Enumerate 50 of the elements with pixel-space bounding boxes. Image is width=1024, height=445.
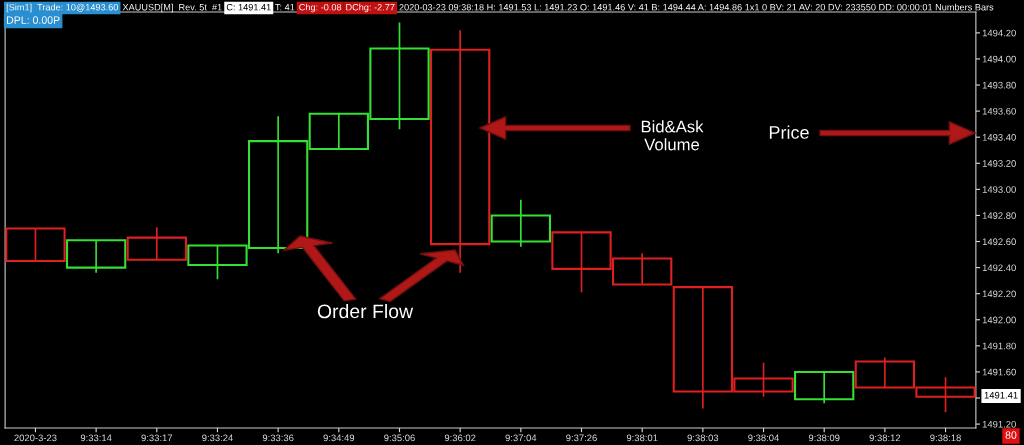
y-tick-label: 1494.00 [982, 55, 1016, 63]
y-tick-label: 1492.40 [982, 264, 1016, 272]
candlestick [5, 227, 66, 263]
y-tick-label: 1492.60 [982, 238, 1016, 246]
y-tick-label: 1493.40 [982, 134, 1016, 141]
x-tick-label: 9:38:09 [808, 434, 840, 442]
y-tick-label: 1492.00 [982, 316, 1016, 324]
x-tick-label: 9:35:06 [384, 434, 415, 442]
x-tick-label: 9:33:36 [262, 434, 294, 442]
candlestick [65, 239, 127, 274]
x-tick-label: 9:33:24 [202, 434, 233, 442]
candlestick [430, 29, 491, 274]
annotation: DPL: 0.00P [7, 16, 60, 24]
y-tick-label: 1492.20 [982, 290, 1016, 298]
y-tick-label: 1493.20 [982, 160, 1016, 167]
y-tick-label: 1493.80 [982, 81, 1016, 89]
annotation: Chg: -0.08 [299, 3, 342, 13]
text: 1491.41 [984, 391, 1018, 399]
x-tick-label: 9:33:14 [80, 434, 112, 442]
x-tick-label: 2020-3-23 [14, 434, 57, 442]
candlestick [126, 226, 187, 261]
x-tick-label: 9:34:49 [323, 434, 355, 442]
annotation: XAUUSD[M] Rev. 5t #1 [122, 3, 222, 13]
x-tick-label: 9:38:18 [930, 434, 961, 442]
annotation: DChg: -2.77 [346, 3, 395, 13]
annotation: [Sim1] Trade: 10@1493.60 [6, 3, 119, 13]
text: 80 [1005, 431, 1017, 439]
candlestick [794, 370, 855, 405]
x-tick-label: 9:37:04 [505, 434, 537, 442]
x-tick-label: 9:36:02 [444, 434, 476, 442]
y-tick-label: 1493.00 [982, 186, 1016, 193]
y-tick-label: 1493.60 [982, 107, 1016, 115]
y-tick-label: 1494.20 [982, 29, 1016, 37]
x-tick-label: 9:38:04 [748, 434, 779, 442]
text: T: 41 [275, 4, 295, 11]
x-tick-label: 9:38:12 [869, 434, 901, 442]
candlestick [490, 198, 551, 248]
x-tick-label: 9:38:01 [626, 434, 658, 442]
annotation: Bid&Ask Volume [641, 120, 704, 151]
text: 2020-03-23 09:38:18 H: 1491.53 L: 1491.23 O: 1491.46 V: 41 B: 1494.44 A: 1494.86 1x1 0 BV: 21 AV: 20 DV: 233550 DD: 00:00:01 Numbers Bars [399, 3, 994, 11]
y-tick-label: 1491.60 [982, 368, 1016, 376]
y-tick-label: 1491.80 [982, 342, 1016, 350]
text: C: 1491.41 [226, 3, 271, 11]
x-tick-label: 9:38:03 [687, 434, 719, 442]
annotation: Price [769, 125, 809, 139]
x-tick-label: 9:37:26 [566, 434, 597, 442]
x-tick-label: 9:33:17 [141, 434, 173, 442]
y-tick-label: 1491.20 [982, 420, 1016, 428]
y-tick-label: 1492.80 [982, 212, 1016, 219]
annotation: Order Flow [317, 303, 414, 319]
